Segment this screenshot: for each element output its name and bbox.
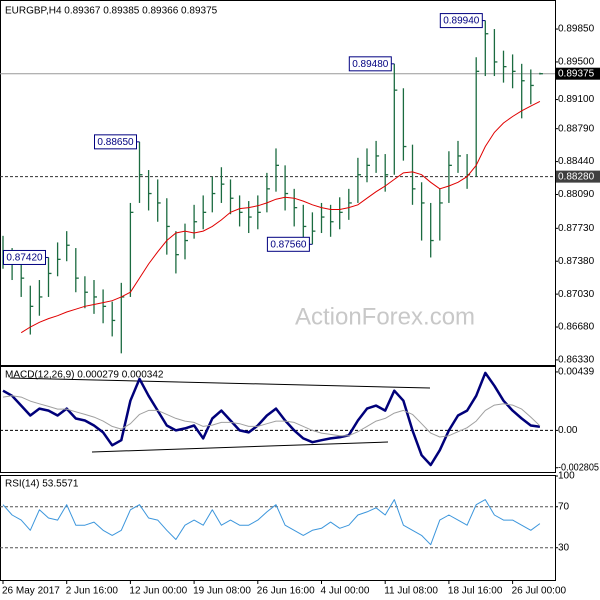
y-tick-label: 0.88440 <box>558 156 595 167</box>
plot-layer: 0.89850 0.89500 0.89100 0.88790 0.88440 0.880… <box>0 13 600 597</box>
price-label-box <box>556 170 600 183</box>
y-tick-label: 0.00439 <box>558 367 595 378</box>
price-panel <box>0 0 556 366</box>
trendline <box>91 441 389 453</box>
price-label-box <box>556 67 600 80</box>
x-tick-label: 4 Jul 00:00 <box>321 586 370 597</box>
y-tick-label: 0.87030 <box>558 289 595 300</box>
y-tick-label: 0.88790 <box>558 123 595 134</box>
price-label: 0.89375 <box>558 68 595 79</box>
watermark: ActionForex.com <box>295 303 475 330</box>
x-tick-label: 18 Jul 16:00 <box>448 586 503 597</box>
trendline <box>9 377 431 389</box>
y-tick-label: 0.00 <box>558 425 578 436</box>
macd-panel <box>0 366 556 473</box>
annotation-label: 0.88650 <box>97 137 134 148</box>
annotation-label: 0.89480 <box>352 59 389 70</box>
x-tick-label: 2 Jun 16:00 <box>66 586 119 597</box>
y-tick-label: 0.86330 <box>558 355 595 366</box>
x-tick-label: 12 Jun 00:00 <box>129 586 187 597</box>
moving-average <box>20 100 541 334</box>
series-line <box>2 395 541 438</box>
price-title: EURGBP,H4 0.89367 0.89385 0.89366 0.8937… <box>5 6 218 17</box>
y-tick-label: -0.002805 <box>558 462 599 473</box>
y-tick-label: 0.86680 <box>558 322 595 333</box>
annotation-label: 0.87420 <box>6 253 43 264</box>
annotation-label: 0.89940 <box>443 16 480 27</box>
y-tick-label: 0.87380 <box>558 256 595 267</box>
y-tick-label: 0.87730 <box>558 223 595 234</box>
series-line <box>2 371 541 467</box>
y-tick-label: 0.89100 <box>558 94 595 105</box>
y-tick-label: 0.89500 <box>558 57 595 68</box>
price-label: 0.88280 <box>558 171 595 182</box>
x-tick-label: 26 Jul 00:00 <box>512 586 567 597</box>
x-tick-label: 26 May 2017 <box>2 586 60 597</box>
y-tick-label: 0.89850 <box>558 24 595 35</box>
y-tick-label: 0.88090 <box>558 189 595 200</box>
x-tick-label: 26 Jun 16:00 <box>257 586 315 597</box>
x-tick-label: 11 Jul 08:00 <box>384 586 438 597</box>
y-tick-label: 100 <box>558 471 575 482</box>
x-tick-label: 19 Jun 08:00 <box>193 586 251 597</box>
annotation-label: 0.87560 <box>270 239 307 250</box>
y-tick-label: 30 <box>558 542 570 553</box>
y-tick-label: 70 <box>558 501 570 512</box>
series-line <box>2 499 541 546</box>
macd-title: MACD(12,26,9) 0.000279 0.000342 <box>5 370 164 381</box>
rsi-panel <box>0 475 556 581</box>
rsi-title: RSI(14) 53.5571 <box>5 479 79 490</box>
